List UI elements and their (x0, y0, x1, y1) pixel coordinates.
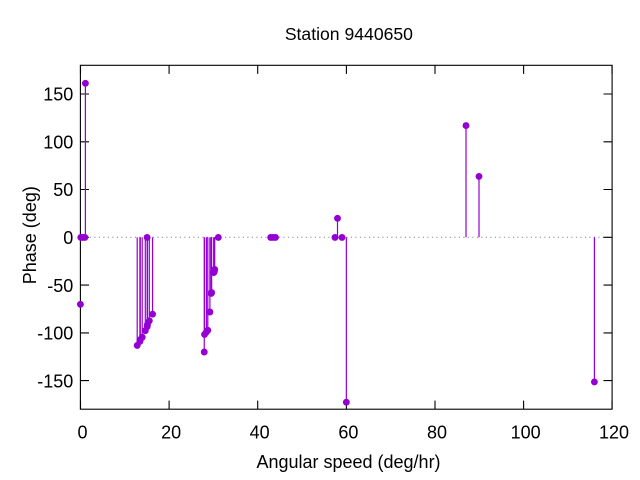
svg-text:120: 120 (599, 422, 629, 442)
svg-text:-50: -50 (47, 276, 73, 296)
svg-text:-100: -100 (37, 324, 73, 344)
svg-text:100: 100 (511, 422, 541, 442)
svg-text:80: 80 (427, 422, 447, 442)
svg-text:150: 150 (43, 85, 73, 105)
svg-text:Phase (deg): Phase (deg) (20, 186, 40, 284)
svg-text:50: 50 (53, 180, 73, 200)
svg-text:60: 60 (338, 422, 358, 442)
svg-text:100: 100 (43, 133, 73, 153)
svg-text:Station 9440650: Station 9440650 (285, 24, 413, 44)
svg-text:0: 0 (77, 422, 87, 442)
svg-text:0: 0 (63, 228, 73, 248)
svg-text:20: 20 (161, 422, 181, 442)
svg-text:-150: -150 (37, 371, 73, 391)
svg-text:40: 40 (250, 422, 270, 442)
svg-text:Angular speed (deg/hr): Angular speed (deg/hr) (256, 452, 440, 472)
